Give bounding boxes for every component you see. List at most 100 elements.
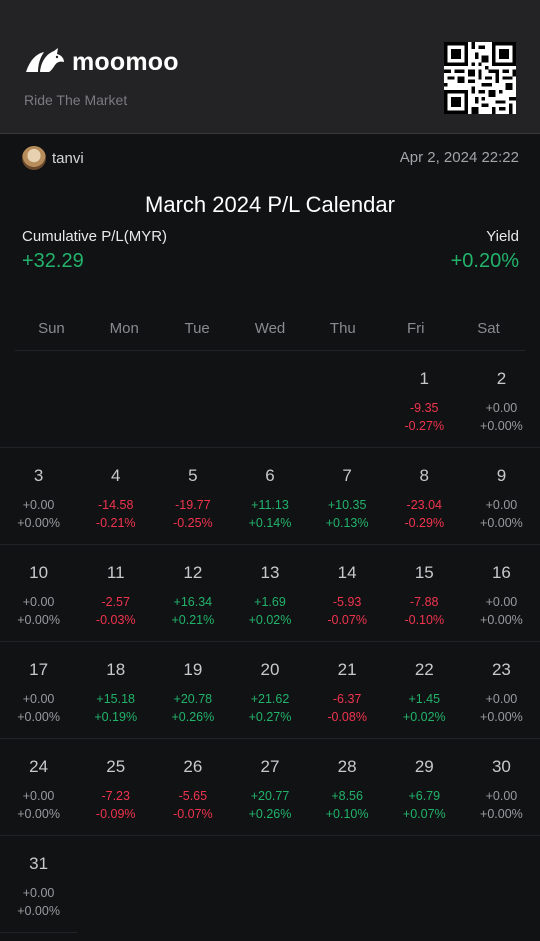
daily-pl-percent: +0.02% [402, 710, 446, 724]
calendar-day-cell[interactable]: 5 -19.77 -0.25% [154, 448, 232, 545]
daily-pl-value: +0.00 [485, 401, 518, 415]
daily-pl-value: +15.18 [96, 692, 135, 706]
day-number: 21 [337, 660, 357, 679]
calendar-day-cell[interactable]: 20 +21.62 +0.27% [231, 642, 309, 739]
calendar-day-cell[interactable]: 11 -2.57 -0.03% [77, 545, 155, 642]
weekday-header: Sun Mon Tue Wed Thu Fri Sat [15, 308, 525, 351]
daily-pl-percent: -0.21% [95, 516, 136, 530]
daily-pl-percent: +0.00% [480, 613, 523, 627]
calendar-day-cell[interactable]: 8 -23.04 -0.29% [385, 448, 463, 545]
daily-pl-value: +20.78 [173, 692, 213, 706]
yield-value: +0.20% [450, 250, 519, 272]
calendar-day-cell[interactable]: 26 -5.65 -0.07% [154, 739, 232, 836]
day-number: 15 [414, 563, 434, 582]
calendar-day-cell[interactable]: 9 +0.00 +0.00% [462, 448, 540, 545]
brand-name: moomoo [72, 48, 179, 76]
calendar-day-cell[interactable]: 23 +0.00 +0.00% [462, 642, 540, 739]
calendar-day-cell[interactable]: 30 +0.00 +0.00% [462, 739, 540, 836]
daily-pl-value: +6.79 [408, 789, 441, 803]
daily-pl-percent: -0.29% [404, 516, 445, 530]
daily-pl-value: -19.77 [175, 498, 211, 512]
calendar-day-cell[interactable]: 16 +0.00 +0.00% [462, 545, 540, 642]
calendar-day-cell[interactable]: 12 +16.34 +0.21% [154, 545, 232, 642]
daily-pl-value: -2.57 [101, 595, 130, 609]
daily-pl-value: -7.23 [101, 789, 130, 803]
daily-pl-value: +0.00 [485, 692, 518, 706]
daily-pl-percent: -0.07% [173, 807, 213, 821]
calendar-day-cell[interactable]: 17 +0.00 +0.00% [0, 642, 78, 739]
calendar-day-cell[interactable]: 6 +11.13 +0.14% [231, 448, 309, 545]
weekday-fri: Fri [406, 320, 425, 337]
day-number: 2 [496, 369, 507, 388]
pl-summary: Cumulative P/L(MYR) +32.29 Yield +0.20% [0, 228, 540, 308]
daily-pl-value: +0.00 [22, 886, 55, 900]
calendar-day-cell[interactable]: 1 -9.35 -0.27% [385, 351, 463, 448]
calendar-day-cell[interactable]: 19 +20.78 +0.26% [154, 642, 232, 739]
day-number: 26 [183, 757, 203, 776]
daily-pl-percent: +0.19% [94, 710, 138, 724]
calendar-blank-cell [0, 351, 78, 448]
calendar-day-cell[interactable]: 14 -5.93 -0.07% [308, 545, 386, 642]
share-datetime: Apr 2, 2024 22:22 [399, 149, 519, 166]
daily-pl-value: +0.00 [485, 498, 518, 512]
daily-pl-value: -5.93 [332, 595, 362, 609]
day-number: 8 [419, 466, 429, 485]
weekday-thu: Thu [329, 320, 356, 337]
day-number: 7 [342, 466, 352, 485]
calendar-blank-cell [308, 351, 386, 448]
daily-pl-percent: +0.13% [325, 516, 369, 530]
calendar-day-cell[interactable]: 25 -7.23 -0.09% [77, 739, 155, 836]
calendar-day-cell[interactable]: 18 +15.18 +0.19% [77, 642, 155, 739]
calendar-day-cell[interactable]: 24 +0.00 +0.00% [0, 739, 78, 836]
calendar-day-cell[interactable]: 31 +0.00 +0.00% [0, 836, 78, 933]
calendar-day-cell[interactable]: 29 +6.79 +0.07% [385, 739, 463, 836]
calendar-day-cell[interactable]: 15 -7.88 -0.10% [385, 545, 463, 642]
calendar-day-cell[interactable]: 22 +1.45 +0.02% [385, 642, 463, 739]
daily-pl-percent: +0.21% [171, 613, 215, 627]
calendar-day-cell[interactable]: 21 -6.37 -0.08% [308, 642, 386, 739]
calendar-day-cell[interactable]: 27 +20.77 +0.26% [231, 739, 309, 836]
calendar-day-cell[interactable]: 7 +10.35 +0.13% [308, 448, 386, 545]
share-header: moomoo Ride The Market [0, 0, 540, 134]
daily-pl-value: +0.00 [485, 789, 518, 803]
daily-pl-percent: +0.00% [17, 807, 60, 821]
calendar-blank-cell [154, 351, 232, 448]
daily-pl-percent: +0.10% [325, 807, 369, 821]
user-info: tanvi [22, 146, 84, 170]
calendar-day-cell[interactable]: 13 +1.69 +0.02% [231, 545, 309, 642]
daily-pl-percent: +0.00% [480, 807, 523, 821]
daily-pl-value: +21.62 [250, 692, 290, 706]
user-bar: tanvi Apr 2, 2024 22:22 [0, 134, 540, 182]
daily-pl-value: -5.65 [178, 789, 208, 803]
daily-pl-value: -14.58 [97, 498, 134, 512]
day-number: 14 [337, 563, 357, 582]
calendar-day-cell[interactable]: 10 +0.00 +0.00% [0, 545, 78, 642]
yield-label: Yield [486, 228, 519, 245]
daily-pl-value: +20.77 [250, 789, 290, 803]
daily-pl-value: +0.00 [22, 595, 55, 609]
day-number: 19 [183, 660, 203, 679]
calendar-day-cell[interactable]: 2 +0.00 +0.00% [462, 351, 540, 448]
daily-pl-value: +11.13 [251, 498, 289, 512]
cumulative-pl-label: Cumulative P/L(MYR) [22, 228, 168, 245]
daily-pl-percent: -0.09% [95, 807, 136, 821]
calendar-day-cell[interactable]: 4 -14.58 -0.21% [77, 448, 155, 545]
day-number: 25 [106, 757, 126, 776]
daily-pl-value: -7.88 [410, 595, 439, 609]
calendar-day-cell[interactable]: 3 +0.00 +0.00% [0, 448, 78, 545]
day-number: 29 [414, 757, 434, 776]
day-number: 20 [260, 660, 280, 679]
day-number: 27 [260, 757, 280, 776]
daily-pl-percent: +0.00% [17, 904, 60, 918]
daily-pl-value: -9.35 [410, 401, 439, 415]
calendar-day-cell[interactable]: 28 +8.56 +0.10% [308, 739, 386, 836]
day-number: 31 [29, 854, 49, 873]
day-number: 10 [29, 563, 49, 582]
day-number: 1 [419, 369, 429, 388]
day-number: 30 [491, 757, 511, 776]
day-number: 18 [106, 660, 126, 679]
daily-pl-value: +0.00 [22, 498, 55, 512]
day-number: 23 [491, 660, 511, 679]
weekday-sun: Sun [38, 320, 65, 337]
daily-pl-percent: -0.03% [95, 613, 136, 627]
